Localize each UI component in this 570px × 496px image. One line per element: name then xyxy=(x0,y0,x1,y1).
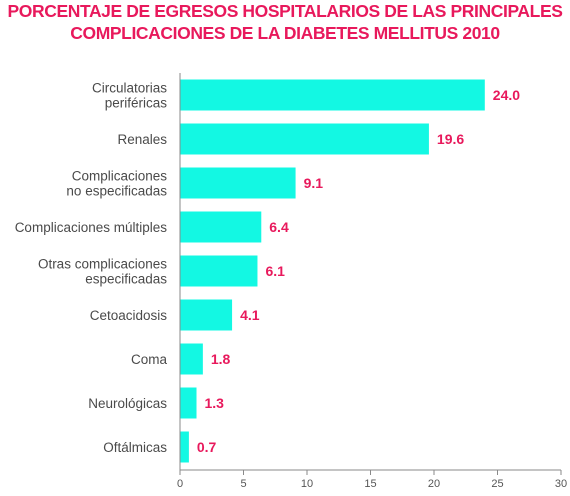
category-label-line: Circulatorias xyxy=(92,81,167,96)
category-label: Renales xyxy=(117,132,167,147)
chart-title: PORCENTAJE DE EGRESOS HOSPITALARIOS DE L… xyxy=(0,0,570,44)
x-tick-label: 15 xyxy=(364,478,376,490)
x-tick-label: 25 xyxy=(491,478,503,490)
category-label-line: Oftálmicas xyxy=(103,440,167,455)
category-label-line: Cetoacidosis xyxy=(90,308,168,323)
bar xyxy=(180,211,262,243)
bar xyxy=(180,343,203,375)
value-label: 1.8 xyxy=(211,351,231,367)
category-label-line: Renales xyxy=(117,132,167,147)
x-tick-label: 5 xyxy=(240,478,246,490)
category-label: Cetoacidosis xyxy=(90,308,168,323)
chart-title-line-2: COMPLICACIONES DE LA DIABETES MELLITUS 2… xyxy=(70,23,500,43)
value-label: 19.6 xyxy=(437,131,464,147)
category-label: Neurológicas xyxy=(88,396,167,411)
category-label-line: Coma xyxy=(131,352,168,367)
bar xyxy=(180,299,233,331)
value-label: 0.7 xyxy=(197,439,217,455)
bar xyxy=(180,123,429,155)
x-tick-label: 30 xyxy=(555,478,567,490)
value-label: 4.1 xyxy=(240,307,260,323)
x-tick-label: 20 xyxy=(428,478,440,490)
category-label: Circulatorias periféricas xyxy=(92,81,167,111)
category-label-line: Otras complicaciones xyxy=(38,257,167,272)
value-label: 6.4 xyxy=(269,219,289,235)
chart-title-line-1: PORCENTAJE DE EGRESOS HOSPITALARIOS DE L… xyxy=(7,1,563,21)
category-label: Coma xyxy=(131,352,168,367)
category-label-line: Complicaciones múltiples xyxy=(15,220,168,235)
bar xyxy=(180,79,485,111)
category-label-line: periféricas xyxy=(105,96,168,111)
bar xyxy=(180,255,258,287)
value-label: 1.3 xyxy=(205,395,225,411)
category-label: Complicaciones no especificadas xyxy=(66,169,167,199)
category-label: Otras complicaciones especificadas xyxy=(38,257,167,287)
x-tick-label: 10 xyxy=(301,478,313,490)
category-label-line: Neurológicas xyxy=(88,396,167,411)
category-label: Oftálmicas xyxy=(103,440,167,455)
value-label: 6.1 xyxy=(265,263,285,279)
bar xyxy=(180,431,189,463)
category-label-line: Complicaciones xyxy=(72,169,168,184)
category-label: Complicaciones múltiples xyxy=(15,220,168,235)
bar xyxy=(180,387,197,419)
value-label: 9.1 xyxy=(304,175,324,191)
value-label: 24.0 xyxy=(493,87,520,103)
bar xyxy=(180,167,296,199)
category-label-line: especificadas xyxy=(85,272,167,287)
x-tick-label: 0 xyxy=(177,478,183,490)
category-label-line: no especificadas xyxy=(66,184,167,199)
